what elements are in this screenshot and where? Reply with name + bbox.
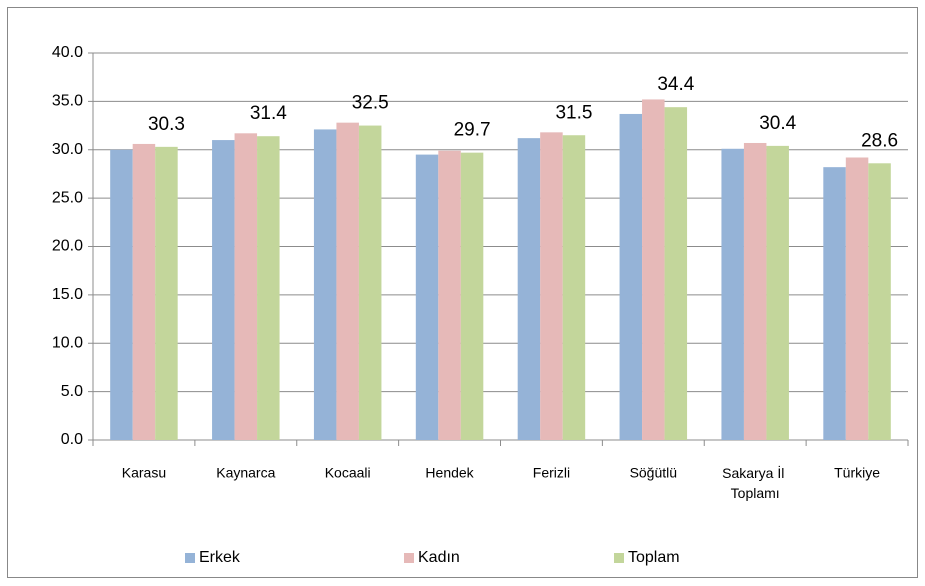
bar [562,135,586,441]
bar [868,163,891,441]
bar [257,136,280,440]
legend-swatch [404,553,414,563]
x-tick-label: Söğütlü [630,465,677,481]
bar [132,143,156,440]
bar [619,113,643,440]
bar [642,99,665,440]
x-tick-label: Kaynarca [216,465,275,481]
y-tick-label: 10.0 [52,334,83,351]
data-label: 28.6 [861,130,898,151]
bar [234,133,258,441]
bar [540,132,563,440]
y-tick-label: 5.0 [61,383,83,400]
legend-label: Kadın [418,549,460,566]
data-label: 34.4 [657,74,694,95]
y-tick-label: 35.0 [52,93,83,110]
bar [415,154,439,440]
x-tick-label: Hendek [425,465,474,481]
data-label: 30.3 [148,114,185,135]
bar [721,148,744,440]
x-tick-label: Sakarya İl Toplamı [722,464,788,501]
bar [155,146,178,440]
bar [358,125,382,440]
legend-swatch [614,553,624,563]
y-tick-label: 30.0 [52,141,83,158]
bar [845,157,869,441]
bar [664,107,688,441]
x-tick-label: Türkiye [834,465,880,481]
bar [823,167,846,441]
x-tick-label: Karasu [122,465,166,481]
bar [743,142,767,441]
y-tick-label: 40.0 [52,44,83,61]
x-tick-label: Ferizli [533,465,570,481]
y-tick-label: 25.0 [52,189,83,206]
data-label: 29.7 [454,120,491,141]
y-tick-label: 20.0 [52,238,83,255]
data-label: 31.5 [555,102,592,123]
bar [336,122,359,440]
bar [766,145,789,440]
bar [212,140,235,440]
bar [313,129,337,440]
x-tick-label: Kocaali [325,465,371,481]
bar [460,152,484,440]
y-tick-label: 15.0 [52,286,83,303]
legend-label: Erkek [199,549,241,566]
data-label: 30.4 [759,113,796,134]
data-label: 31.4 [250,103,287,124]
y-tick-label: 0.0 [61,431,83,448]
legend-swatch [185,553,195,563]
bar [517,138,541,440]
bar [110,149,133,440]
data-label: 32.5 [352,93,389,114]
bar [438,150,461,440]
legend-label: Toplam [628,549,680,566]
